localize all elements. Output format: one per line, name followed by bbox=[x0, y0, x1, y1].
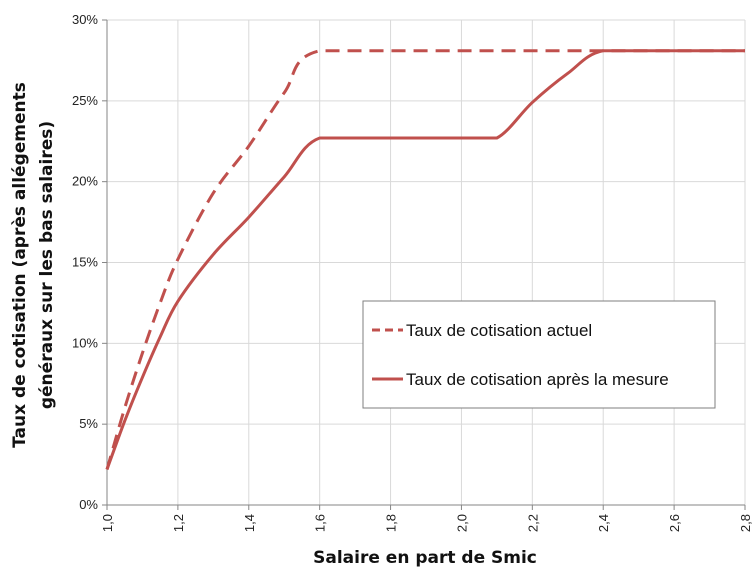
y-tick-label: 10% bbox=[72, 335, 98, 350]
series-line-actuel bbox=[105, 49, 745, 470]
y-tick-label: 20% bbox=[72, 174, 98, 189]
y-tick-label: 5% bbox=[79, 416, 98, 431]
x-tick-label: 2,4 bbox=[596, 514, 611, 532]
legend-label-apres-mesure: Taux de cotisation après la mesure bbox=[406, 370, 669, 389]
x-tick-label: 2,8 bbox=[738, 514, 753, 532]
y-tick-label: 15% bbox=[72, 255, 98, 270]
grid-lines bbox=[107, 19, 746, 505]
y-axis-title-line-1: Taux de cotisation (après allégements bbox=[10, 82, 30, 448]
legend-box bbox=[362, 300, 716, 409]
series-lines bbox=[105, 49, 745, 470]
x-tick-label: 2,6 bbox=[667, 514, 682, 532]
x-tick-label: 2,0 bbox=[454, 514, 469, 532]
legend-label-actuel: Taux de cotisation actuel bbox=[406, 321, 592, 340]
x-tick-label: 1,4 bbox=[242, 514, 257, 532]
x-axis-title: Salaire en part de Smic bbox=[313, 548, 537, 568]
x-tick-label: 2,2 bbox=[525, 514, 540, 532]
y-tick-label: 0% bbox=[79, 497, 98, 512]
axes bbox=[102, 19, 746, 510]
x-tick-label: 1,2 bbox=[171, 514, 186, 532]
y-tick-label: 30% bbox=[72, 12, 98, 27]
series-line-apres-mesure bbox=[105, 49, 745, 470]
x-tick-label: 1,0 bbox=[100, 514, 115, 532]
y-axis-title-line-2: généraux sur les bas salaires) bbox=[37, 121, 57, 409]
x-tick-label: 1,8 bbox=[384, 514, 399, 532]
x-tick-label: 1,6 bbox=[313, 514, 328, 532]
legend: Taux de cotisation actuel Taux de cotisa… bbox=[362, 300, 716, 409]
x-tick-labels: 1,0 1,2 1,4 1,6 1,8 2,0 2,2 2,4 2,6 2,8 bbox=[100, 514, 753, 532]
y-tick-labels: 0% 5% 10% 15% 20% 25% 30% bbox=[72, 12, 98, 512]
y-tick-label: 25% bbox=[72, 93, 98, 108]
